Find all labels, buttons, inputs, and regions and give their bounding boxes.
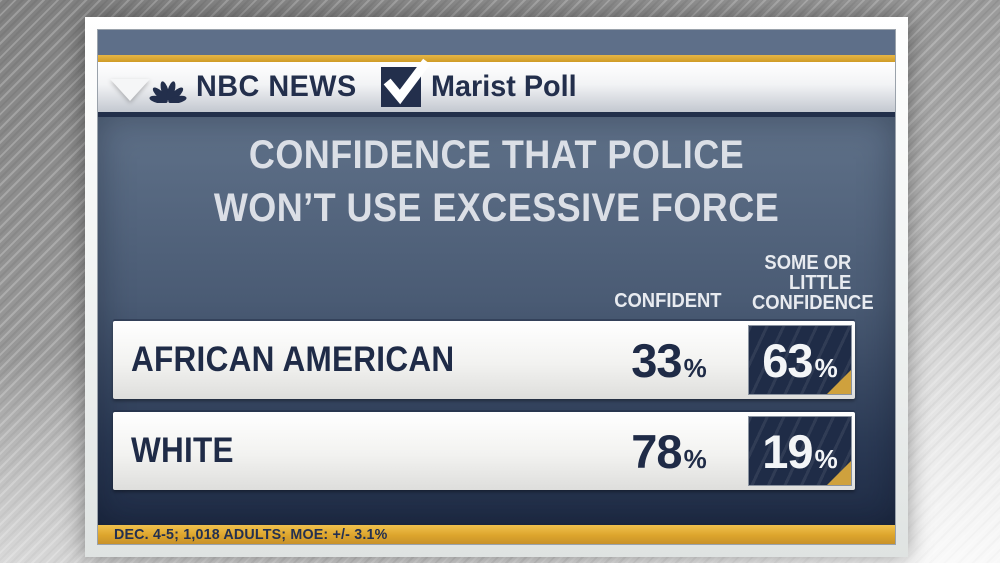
poll-card: NBC NEWS Marist Poll CONFIDENCE THAT POL… — [85, 17, 908, 557]
column-header-some-little-confidence: SOME OR LITTLE CONFIDENCE — [751, 252, 874, 314]
brand-header: NBC NEWS Marist Poll — [98, 58, 895, 112]
some-little-value-box: 63% — [748, 325, 852, 395]
column-header-confident: CONFIDENT — [614, 290, 722, 312]
poll-title-line1: CONFIDENCE THAT POLICE — [248, 133, 745, 177]
source-footer: DEC. 4-5; 1,018 ADULTS; MOE: +/- 3.1% — [98, 525, 895, 544]
table-row: AFRICAN AMERICAN 33% 63% — [113, 321, 855, 399]
navy-divider-line — [98, 112, 895, 117]
poll-title-line2: WON’T USE EXCESSIVE FORCE — [213, 186, 780, 230]
row-label: WHITE — [131, 431, 234, 470]
gold-corner-accent — [827, 461, 851, 485]
poll-body: CONFIDENCE THAT POLICE WON’T USE EXCESSI… — [98, 117, 895, 525]
confident-value: 33% — [631, 333, 707, 387]
nbc-peacock-icon — [148, 71, 188, 104]
gold-accent-line — [98, 55, 895, 101]
poll-title: CONFIDENCE THAT POLICE WON’T USE EXCESSI… — [98, 129, 895, 235]
marist-checkmark-icon — [381, 58, 431, 107]
poll-card-inner: NBC NEWS Marist Poll CONFIDENCE THAT POL… — [97, 29, 896, 545]
nbc-news-wordmark: NBC NEWS — [196, 70, 357, 103]
down-triangle-icon — [110, 79, 150, 101]
gold-corner-accent — [827, 370, 851, 394]
source-note: DEC. 4-5; 1,018 ADULTS; MOE: +/- 3.1% — [114, 526, 388, 543]
marist-poll-wordmark: Marist Poll — [431, 70, 577, 103]
table-row: WHITE 78% 19% — [113, 412, 855, 490]
some-little-value-box: 19% — [748, 416, 852, 486]
confident-value: 78% — [631, 424, 707, 478]
top-strip — [98, 30, 895, 55]
row-label: AFRICAN AMERICAN — [131, 340, 455, 379]
column-headers: CONFIDENT SOME OR LITTLE CONFIDENCE — [113, 235, 874, 321]
